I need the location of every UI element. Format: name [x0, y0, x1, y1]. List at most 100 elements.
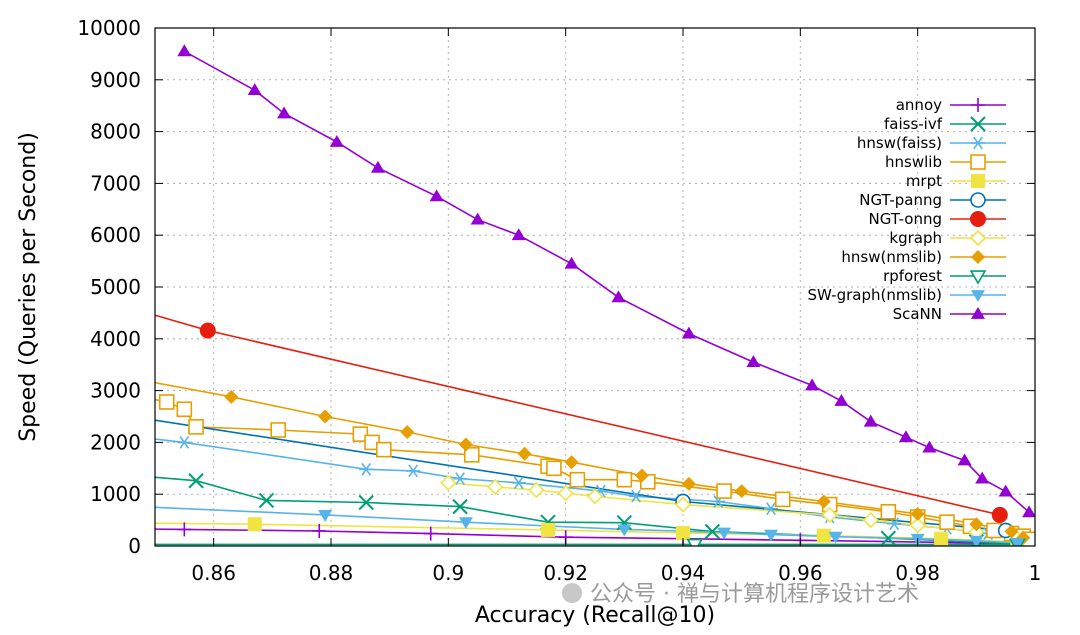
legend-marker-faiss-ivf — [970, 116, 986, 132]
legend-marker-ngt-onng — [970, 211, 986, 227]
point-scann — [511, 228, 526, 241]
point-hnsw-nmslib — [634, 468, 649, 483]
point-sw-graph-nmslib — [969, 535, 984, 546]
point-scann — [564, 256, 579, 269]
point-hnsw-nmslib — [400, 425, 415, 440]
point-hnsw-nmslib — [517, 446, 532, 461]
point-kgraph — [862, 511, 879, 529]
series-line-ngt-onng — [155, 314, 1000, 516]
point-hnswlib — [270, 422, 287, 438]
series-markers — [158, 44, 1035, 546]
point-scann — [611, 290, 626, 303]
point-hnsw-faiss — [177, 435, 192, 449]
point-hnsw-faiss — [511, 476, 526, 490]
point-kgraph — [586, 488, 604, 505]
point-hnsw-nmslib — [564, 455, 579, 470]
legend-marker-scann — [971, 307, 985, 319]
legend-label-ngt-panng: NGT-panng — [859, 191, 942, 209]
point-hnswlib — [880, 504, 897, 520]
wechat-icon — [562, 583, 582, 603]
x-tick-label: 0.9 — [432, 561, 464, 585]
point-scann — [834, 393, 849, 406]
legend-label-rpforest: rpforest — [883, 267, 942, 285]
point-sw-graph-nmslib — [617, 524, 632, 537]
point-hnsw-nmslib — [681, 476, 696, 491]
point-faiss-ivf — [452, 498, 468, 515]
y-tick-label: 1000 — [90, 482, 141, 506]
legend-label-scann: ScaNN — [893, 305, 942, 323]
x-tick-label: 0.88 — [309, 561, 354, 585]
watermark-text: 公众号 · 禅与计算机程序设计艺术 — [590, 582, 919, 607]
point-hnsw-nmslib — [734, 484, 749, 499]
point-hnswlib — [176, 401, 193, 418]
point-hnswlib — [158, 394, 175, 410]
grid — [155, 28, 1035, 546]
point-scann — [177, 44, 192, 57]
point-kgraph — [674, 496, 692, 513]
point-hnswlib — [716, 483, 732, 499]
point-hnsw-nmslib — [969, 517, 984, 532]
point-scann — [681, 326, 696, 339]
point-faiss-ivf — [704, 523, 721, 540]
point-hnswlib — [188, 419, 204, 435]
point-annoy — [177, 522, 192, 537]
point-sw-graph-nmslib — [717, 527, 732, 540]
y-tick-label: 8000 — [90, 120, 141, 144]
point-scann — [863, 414, 878, 427]
point-scann — [470, 212, 485, 225]
point-hnswlib — [774, 491, 791, 508]
point-hnswlib — [569, 471, 586, 488]
legend-marker-ngt-panng — [970, 192, 986, 208]
point-sw-graph-nmslib — [458, 517, 473, 530]
legend-label-sw-graph-nmslib: SW-graph(nmslib) — [807, 286, 942, 304]
point-hnswlib — [463, 447, 480, 463]
point-annoy — [312, 523, 327, 538]
point-kgraph — [487, 478, 504, 496]
point-hnswlib — [352, 426, 369, 442]
y-tick-label: 7000 — [90, 171, 141, 195]
point-scann — [805, 378, 820, 391]
point-scann — [277, 106, 292, 119]
point-faiss-ivf — [188, 473, 204, 489]
point-ngt-onng — [199, 322, 216, 339]
point-scann — [1022, 505, 1035, 518]
point-annoy — [423, 526, 438, 541]
y-tick-label: 2000 — [90, 430, 141, 454]
point-scann — [998, 484, 1013, 497]
point-scann — [746, 355, 761, 368]
point-kgraph — [440, 474, 457, 491]
x-tick-label: 0.86 — [191, 561, 236, 585]
point-faiss-ivf — [880, 530, 897, 546]
legend-marker-mrpt — [971, 174, 985, 188]
y-tick-label: 9000 — [90, 68, 141, 92]
y-tick-label: 4000 — [90, 327, 141, 351]
point-hnsw-nmslib — [318, 409, 333, 424]
legend-label-ngt-onng: NGT-onng — [869, 210, 943, 228]
y-tick-label: 6000 — [90, 223, 141, 247]
point-ngt-onng — [991, 506, 1008, 523]
point-sw-graph-nmslib — [764, 529, 778, 542]
point-hnsw-nmslib — [816, 494, 831, 509]
legend: annoyfaiss-ivfhnsw(faiss)hnswlibmrptNGT-… — [807, 96, 1006, 323]
point-scann — [429, 189, 444, 202]
point-kgraph — [557, 485, 574, 502]
point-mrpt — [247, 517, 262, 532]
y-tick-label: 3000 — [90, 379, 141, 403]
legend-marker-sw-graph-nmslib — [971, 290, 985, 302]
legend-marker-hnswlib — [970, 154, 986, 170]
y-tick-label: 0 — [128, 534, 141, 558]
point-mrpt — [934, 531, 949, 546]
point-hnsw-nmslib — [910, 506, 925, 521]
point-hnsw-nmslib — [458, 437, 473, 452]
point-scann — [957, 453, 972, 466]
y-axis-title: Speed (Queries per Second) — [16, 132, 41, 442]
series-line-faiss-ivf — [155, 476, 1030, 546]
point-mrpt — [816, 528, 831, 543]
point-kgraph — [909, 517, 926, 534]
point-hnsw-faiss — [406, 464, 421, 478]
series-line-hnsw-nmslib — [155, 381, 1024, 539]
legend-label-faiss-ivf: faiss-ivf — [884, 115, 943, 133]
point-sw-graph-nmslib — [318, 510, 333, 522]
legend-label-kgraph: kgraph — [889, 229, 942, 247]
